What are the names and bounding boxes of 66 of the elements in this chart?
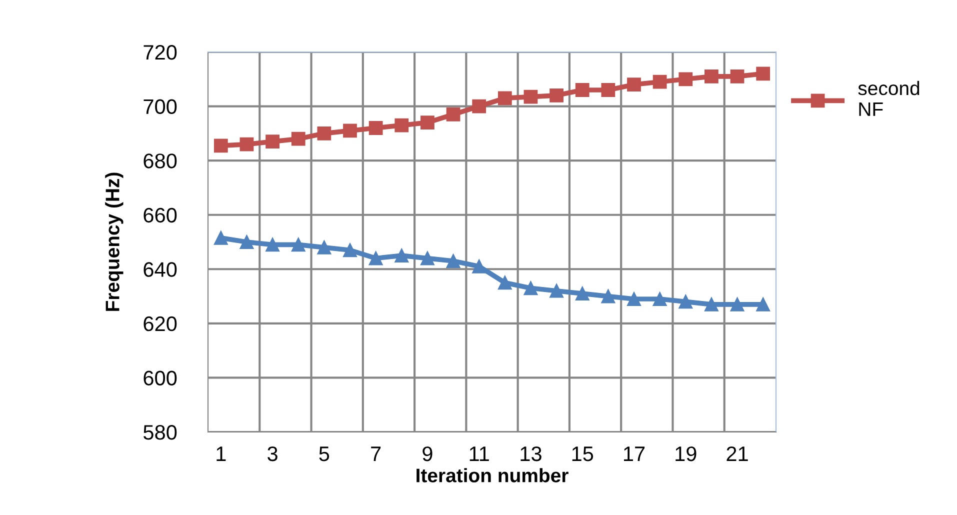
x-tick-label: 9 — [422, 446, 432, 462]
point — [446, 107, 460, 122]
point — [652, 292, 667, 306]
point — [678, 72, 693, 86]
point — [704, 69, 718, 84]
point — [343, 243, 357, 258]
x-tick-label: 11 — [470, 446, 489, 461]
point — [756, 297, 770, 312]
x-tick-label: 13 — [520, 446, 542, 462]
point — [575, 286, 590, 301]
point — [627, 78, 641, 92]
point — [550, 88, 564, 102]
point — [214, 230, 228, 245]
point — [266, 134, 280, 149]
y-axis-title: Frequency (Hz) — [105, 172, 124, 311]
point — [420, 251, 434, 266]
point — [317, 240, 332, 254]
point — [446, 254, 460, 268]
point — [291, 238, 306, 252]
point — [550, 284, 564, 298]
x-tick-label: 17 — [624, 446, 645, 461]
point — [240, 137, 254, 152]
x-tick-label: 19 — [676, 446, 696, 462]
y-tick-label: 700 — [144, 99, 177, 114]
point — [627, 292, 641, 306]
point — [420, 116, 434, 130]
point — [291, 132, 306, 146]
point — [730, 69, 744, 84]
point — [730, 297, 744, 312]
x-tick-label: 15 — [572, 446, 594, 462]
point — [652, 74, 667, 89]
point — [214, 138, 228, 153]
y-tick-label: 620 — [144, 316, 177, 332]
point — [498, 276, 512, 290]
point — [472, 259, 486, 274]
point — [240, 235, 254, 249]
x-tick-label: 3 — [268, 446, 278, 462]
legend-label: second NF — [858, 80, 920, 116]
point — [394, 118, 409, 132]
x-axis-title: Iteration number — [416, 468, 568, 482]
point — [266, 238, 280, 252]
point — [524, 281, 538, 296]
point — [524, 90, 538, 104]
x-tick-label: 7 — [371, 446, 381, 461]
point — [601, 289, 616, 304]
x-tick-label: 1 — [216, 446, 226, 461]
y-tick-label: 640 — [144, 262, 177, 277]
x-tick-label: 21 — [726, 446, 748, 461]
point — [343, 124, 357, 138]
x-tick-label: 5 — [319, 446, 330, 462]
point — [472, 99, 486, 114]
point — [368, 251, 383, 266]
point — [678, 294, 693, 309]
point — [317, 126, 332, 140]
y-tick-label: 580 — [144, 425, 177, 440]
y-tick-label: 680 — [144, 154, 177, 168]
y-tick-label: 720 — [144, 45, 177, 60]
point — [756, 66, 770, 81]
point — [704, 297, 718, 312]
point — [601, 83, 616, 97]
point — [498, 91, 512, 106]
y-tick-label: 660 — [144, 208, 177, 223]
point — [575, 83, 590, 97]
y-tick-label: 600 — [144, 370, 177, 386]
point — [394, 248, 409, 263]
point — [368, 121, 383, 135]
